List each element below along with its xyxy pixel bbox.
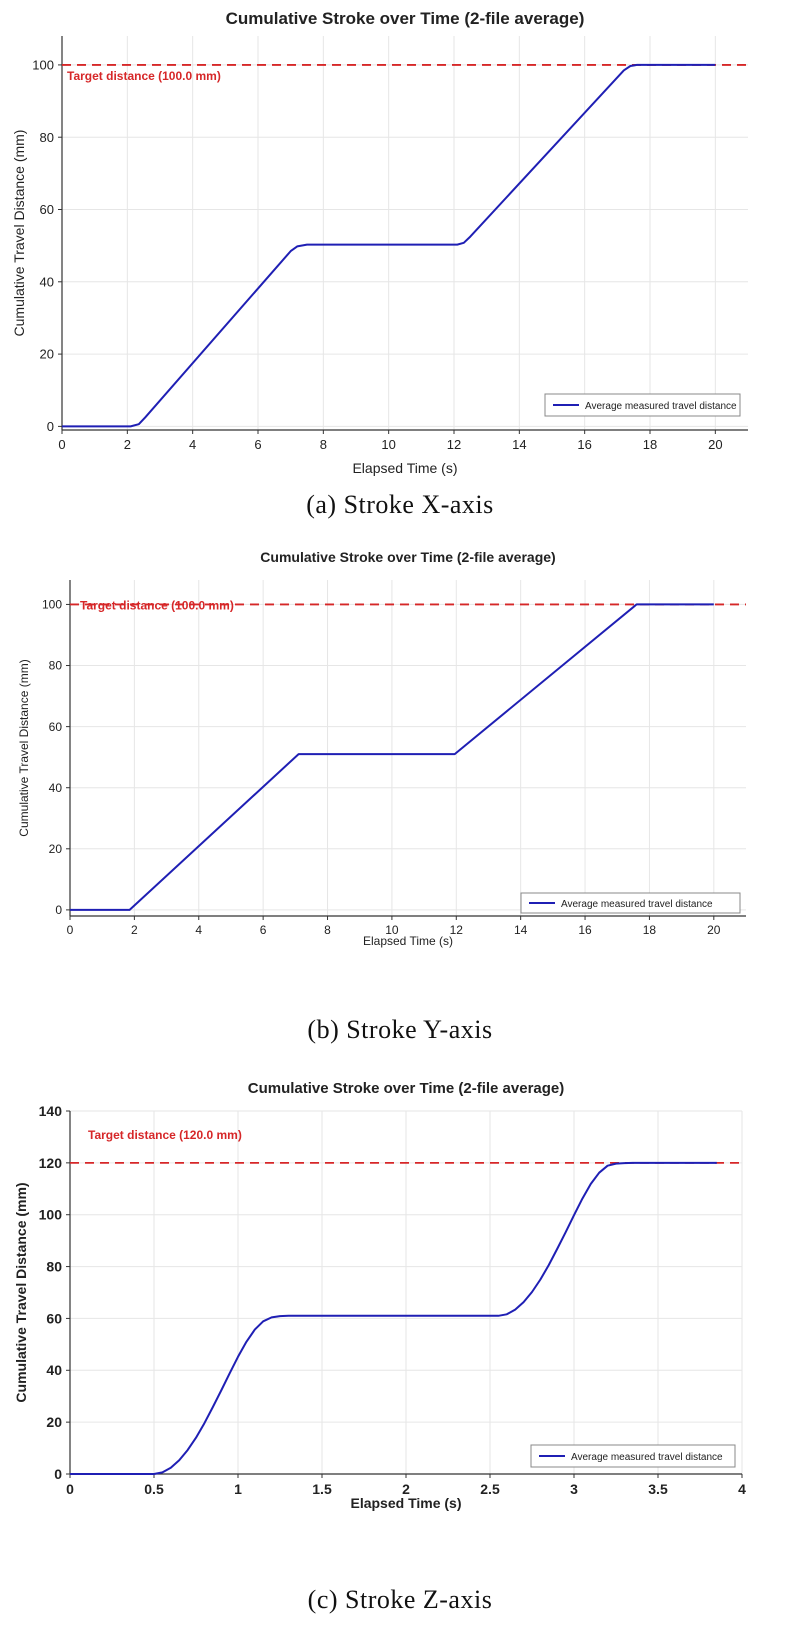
- x-tick-label: 14: [512, 437, 526, 452]
- chart-y-axis: Cumulative Stroke over Time (2-file aver…: [17, 549, 746, 948]
- x-tick-label: 4: [189, 437, 196, 452]
- y-tick-label: 120: [39, 1155, 63, 1171]
- caption-y-axis: (b) Stroke Y-axis: [307, 1015, 493, 1044]
- chart-title: Cumulative Stroke over Time (2-file aver…: [260, 549, 555, 565]
- y-tick-label: 0: [54, 1466, 62, 1482]
- x-tick-label: 10: [385, 923, 399, 937]
- x-tick-label: 20: [708, 437, 722, 452]
- x-tick-label: 4: [738, 1481, 746, 1497]
- x-tick-label: 0.5: [144, 1481, 164, 1497]
- panel-x-axis: Cumulative Stroke over Time (2-file aver…: [0, 0, 800, 530]
- y-tick-label: 80: [40, 130, 54, 145]
- caption-x-axis: (a) Stroke X-axis: [306, 490, 494, 519]
- x-tick-label: 12: [447, 437, 461, 452]
- x-axis-label: Elapsed Time (s): [363, 934, 453, 948]
- legend-box: [544, 393, 741, 417]
- legend-box: [520, 892, 741, 914]
- legend-box: [530, 1444, 736, 1468]
- y-tick-label: 40: [40, 274, 54, 289]
- x-tick-label: 2: [131, 923, 138, 937]
- y-axis-label: Cumulative Travel Distance (mm): [11, 130, 27, 337]
- chart-title: Cumulative Stroke over Time (2-file aver…: [226, 9, 585, 28]
- x-tick-label: 4: [195, 923, 202, 937]
- chart-x-axis: Cumulative Stroke over Time (2-file aver…: [11, 9, 748, 476]
- plot-area: [62, 36, 748, 430]
- x-tick-label: 1: [234, 1481, 242, 1497]
- panel-z-axis: Cumulative Stroke over Time (2-file aver…: [0, 1075, 800, 1633]
- x-tick-label: 0: [66, 1481, 74, 1497]
- legend-label: Average measured travel distance: [585, 401, 737, 412]
- x-tick-label: 14: [514, 923, 528, 937]
- y-axis-label: Cumulative Travel Distance (mm): [17, 659, 31, 836]
- x-tick-label: 0: [58, 437, 65, 452]
- x-tick-label: 20: [707, 923, 721, 937]
- target-label: Target distance (120.0 mm): [88, 1128, 242, 1142]
- chart-title: Cumulative Stroke over Time (2-file aver…: [248, 1080, 565, 1097]
- legend-label: Average measured travel distance: [571, 1452, 723, 1463]
- y-tick-label: 60: [40, 202, 54, 217]
- x-axis-label: Elapsed Time (s): [352, 460, 457, 476]
- x-tick-label: 2: [402, 1481, 410, 1497]
- x-tick-label: 6: [254, 437, 261, 452]
- y-axis-label: Cumulative Travel Distance (mm): [13, 1182, 29, 1402]
- y-tick-label: 0: [55, 903, 62, 917]
- target-label: Target distance (100.0 mm): [67, 69, 221, 83]
- y-tick-label: 100: [39, 1207, 63, 1223]
- x-axis-label: Elapsed Time (s): [350, 1495, 461, 1511]
- x-tick-label: 8: [320, 437, 327, 452]
- y-tick-label: 40: [46, 1362, 62, 1378]
- x-tick-label: 12: [450, 923, 464, 937]
- y-tick-label: 100: [42, 598, 62, 612]
- series-line-average-measured: [70, 603, 714, 911]
- panel-y-axis: Cumulative Stroke over Time (2-file aver…: [0, 540, 800, 1070]
- x-tick-label: 16: [577, 437, 591, 452]
- y-tick-label: 0: [47, 419, 54, 434]
- y-tick-label: 60: [46, 1310, 62, 1326]
- x-tick-label: 6: [260, 923, 267, 937]
- x-tick-label: 2: [124, 437, 131, 452]
- x-tick-label: 16: [578, 923, 592, 937]
- x-tick-label: 18: [643, 923, 657, 937]
- chart-z-axis: Cumulative Stroke over Time (2-file aver…: [13, 1080, 746, 1511]
- y-tick-label: 80: [46, 1258, 62, 1274]
- x-tick-label: 1.5: [312, 1481, 332, 1497]
- legend-label: Average measured travel distance: [561, 899, 713, 910]
- x-tick-label: 8: [324, 923, 331, 937]
- x-tick-label: 18: [643, 437, 657, 452]
- x-tick-label: 2.5: [480, 1481, 500, 1497]
- plot-area: [70, 580, 746, 916]
- y-tick-label: 20: [40, 347, 54, 362]
- caption-z-axis: (c) Stroke Z-axis: [307, 1585, 493, 1614]
- y-tick-label: 20: [49, 842, 63, 856]
- y-tick-label: 80: [49, 659, 63, 673]
- series-line-average-measured: [62, 63, 716, 428]
- y-tick-label: 20: [46, 1414, 62, 1430]
- y-tick-label: 100: [32, 57, 54, 72]
- series-line-average-measured: [70, 1161, 717, 1475]
- y-tick-label: 60: [49, 720, 63, 734]
- y-tick-label: 40: [49, 781, 63, 795]
- y-tick-label: 140: [39, 1103, 63, 1119]
- x-tick-label: 3: [570, 1481, 578, 1497]
- x-tick-label: 10: [381, 437, 395, 452]
- x-tick-label: 3.5: [648, 1481, 668, 1497]
- target-label: Target distance (100.0 mm): [80, 598, 234, 612]
- x-tick-label: 0: [67, 923, 74, 937]
